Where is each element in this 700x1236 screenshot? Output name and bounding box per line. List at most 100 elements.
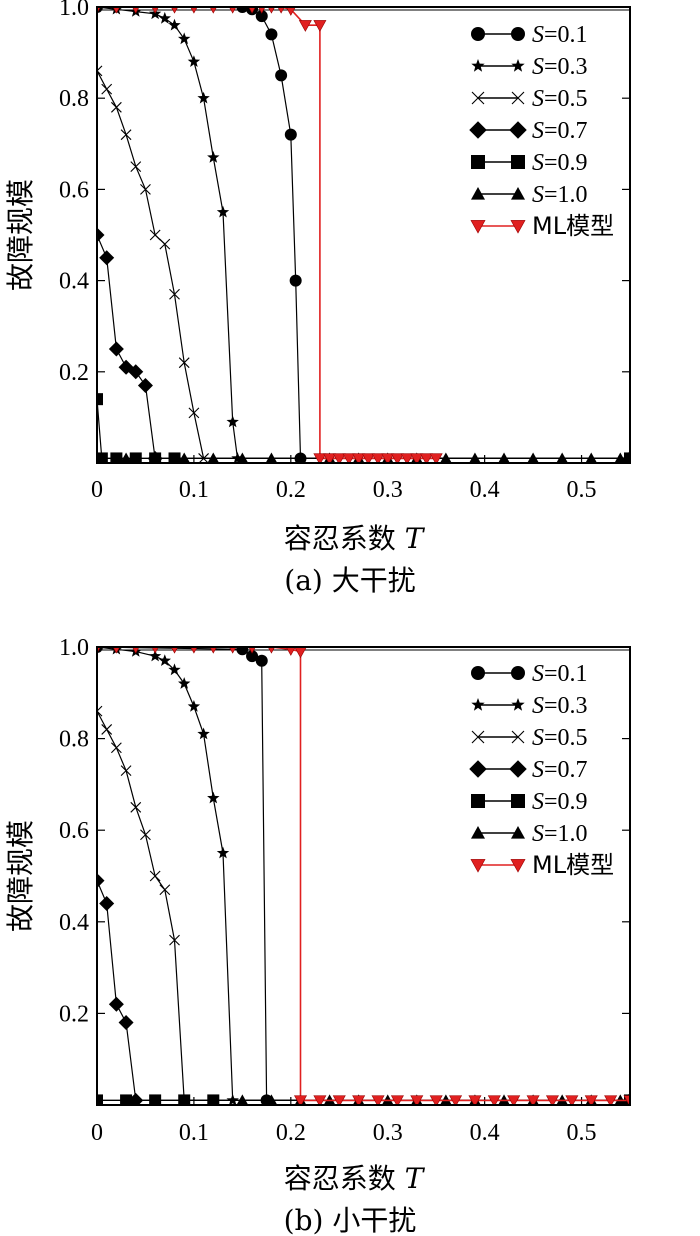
series-ML模型 — [98, 8, 443, 462]
legend-marker — [471, 826, 485, 839]
data-point — [289, 274, 302, 287]
legend-label: S=0.5 — [532, 725, 588, 751]
data-point — [585, 452, 597, 462]
series-line — [98, 235, 629, 459]
data-point — [556, 1094, 568, 1104]
legend-marker — [511, 155, 525, 169]
data-point — [313, 20, 327, 32]
legend-item: S=0.3 — [471, 693, 588, 719]
legend-label: S=0.3 — [532, 693, 588, 719]
data-point — [101, 83, 113, 95]
data-point — [98, 648, 101, 652]
y-tick-label: 0.4 — [59, 269, 89, 295]
data-point — [99, 250, 115, 266]
data-point — [188, 407, 200, 419]
data-point — [197, 91, 210, 104]
chart-caption: (a) 大干扰 — [284, 564, 415, 597]
data-point — [275, 69, 288, 82]
data-point — [231, 451, 244, 462]
legend-marker — [509, 121, 527, 139]
data-point — [120, 129, 132, 141]
data-point — [498, 1094, 510, 1104]
data-point — [113, 648, 120, 654]
data-point — [140, 184, 151, 195]
data-point — [313, 453, 327, 462]
data-point — [190, 648, 198, 654]
legend-marker — [471, 155, 485, 169]
data-point — [168, 18, 181, 31]
data-point — [527, 452, 539, 462]
legend-label-value: =0.1 — [544, 661, 588, 687]
data-point — [98, 705, 103, 717]
data-point — [468, 1095, 482, 1104]
data-point — [158, 654, 171, 666]
data-point — [248, 8, 256, 14]
data-point — [171, 648, 178, 654]
legend-label: S=0.3 — [532, 54, 588, 80]
data-point — [207, 452, 219, 462]
legend-label: ML模型 — [532, 212, 614, 240]
x-tick-label: 0.5 — [567, 1120, 597, 1146]
legend-marker — [510, 220, 526, 234]
data-point — [98, 1096, 103, 1104]
x-tick-label: 0.3 — [373, 477, 403, 503]
series-S=0.7 — [98, 228, 629, 462]
chart-caption: (b) 小干扰 — [284, 1204, 417, 1236]
data-point — [226, 415, 239, 428]
legend-marker — [510, 859, 526, 873]
data-point — [210, 648, 217, 654]
data-point — [545, 1095, 559, 1104]
plot-frame — [96, 646, 631, 1106]
legend-item: S=1.0 — [471, 182, 588, 208]
data-point — [210, 8, 217, 14]
legend-label-value: =1.0 — [544, 821, 588, 847]
data-point — [229, 8, 236, 14]
data-point — [361, 453, 375, 462]
legend-label-value: =0.1 — [544, 22, 588, 48]
data-point — [266, 452, 277, 462]
x-tick-label: 0.2 — [276, 477, 306, 503]
data-point — [110, 101, 122, 113]
x-axis-label: 容忍系数 T — [284, 522, 426, 555]
x-axis-label-text: 容忍系数 — [284, 1162, 405, 1195]
series-ML模型 — [98, 648, 629, 1104]
legend-marker — [511, 91, 525, 105]
data-point — [556, 452, 568, 462]
legend-label: S=1.0 — [532, 821, 588, 847]
data-point — [187, 55, 201, 67]
data-point — [286, 8, 296, 16]
data-point — [410, 1095, 424, 1104]
legend-marker — [511, 666, 525, 680]
data-point — [178, 452, 190, 462]
series-S=0.7 — [98, 874, 629, 1104]
data-point — [168, 663, 181, 676]
data-point — [449, 1095, 463, 1104]
data-point — [526, 1095, 540, 1104]
legend-label-var: S — [532, 661, 544, 687]
data-point — [352, 453, 366, 462]
data-point — [507, 1095, 521, 1104]
data-point — [266, 1094, 277, 1104]
legend-label-value: =0.9 — [544, 150, 588, 176]
data-point — [295, 452, 306, 462]
legend-label-value: =0.3 — [544, 54, 588, 80]
data-point — [371, 453, 385, 462]
x-tick-label: 0.5 — [567, 477, 597, 503]
data-point — [236, 8, 249, 13]
data-point — [158, 11, 171, 24]
data-point — [313, 1095, 327, 1104]
legend-marker — [509, 760, 527, 778]
legend-marker — [470, 220, 486, 234]
legend-label-value: =0.5 — [544, 86, 588, 112]
legend-label-var: S — [532, 821, 544, 847]
legend-label-value: =0.3 — [544, 693, 588, 719]
x-axis-label-text: 容忍系数 — [284, 522, 405, 555]
data-point — [149, 870, 161, 882]
data-point — [108, 996, 124, 1012]
data-point — [113, 8, 120, 14]
legend-item: S=0.1 — [471, 661, 588, 687]
legend-label-var: S — [532, 725, 544, 751]
data-point — [382, 1094, 394, 1104]
legend-label-var: S — [532, 150, 544, 176]
